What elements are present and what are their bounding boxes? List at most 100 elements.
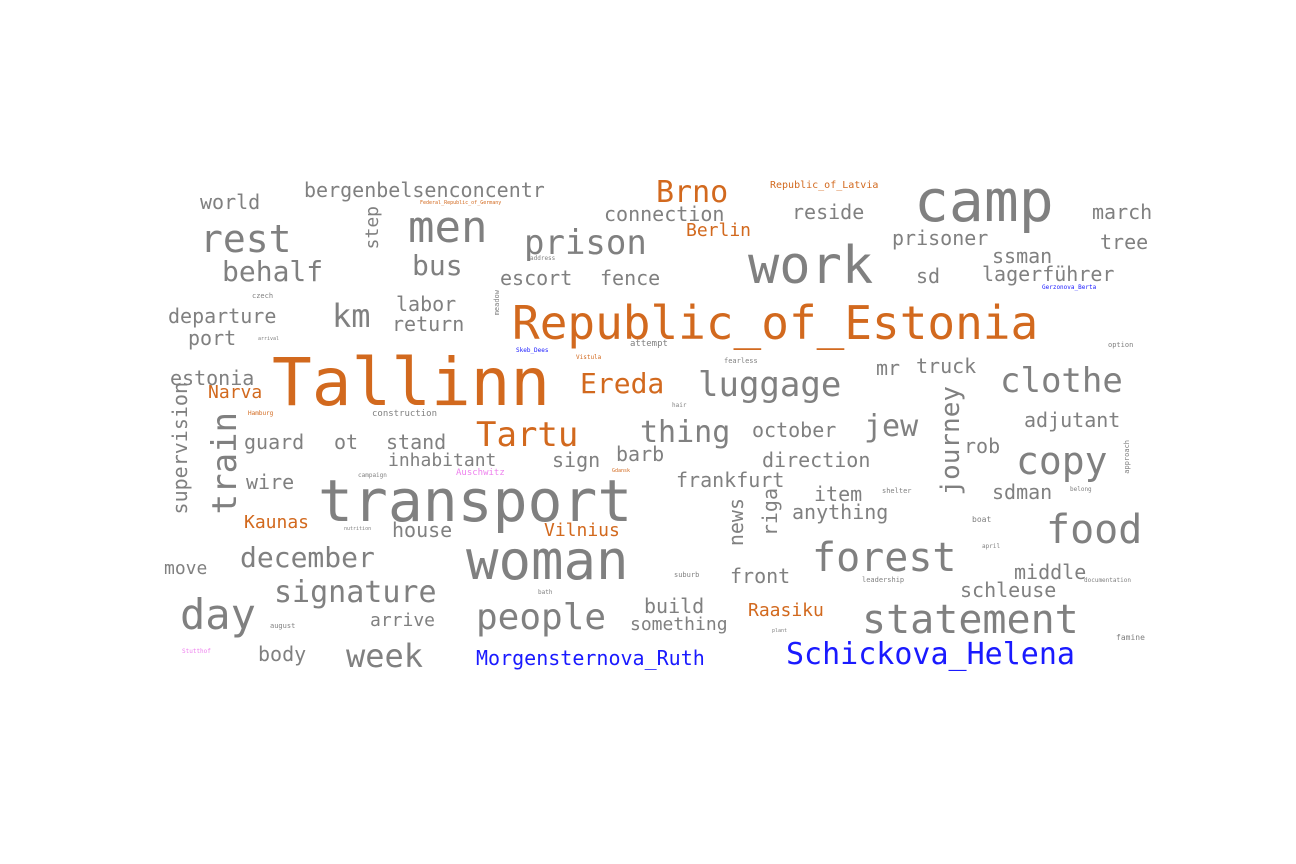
cloud-word: Schickova_Helena bbox=[786, 637, 1075, 672]
cloud-word: Auschwitz bbox=[456, 468, 505, 478]
cloud-word: copy bbox=[1016, 439, 1108, 483]
cloud-word: behalf bbox=[222, 255, 324, 288]
cloud-word: reside bbox=[792, 200, 865, 224]
cloud-word: adjutant bbox=[1024, 408, 1121, 432]
cloud-word: wire bbox=[246, 470, 295, 494]
cloud-word: men bbox=[408, 202, 488, 253]
cloud-word: campaign bbox=[358, 472, 387, 479]
cloud-word: april bbox=[982, 543, 1001, 550]
cloud-word: move bbox=[164, 558, 208, 579]
cloud-word: option bbox=[1108, 341, 1134, 349]
cloud-word: attempt bbox=[630, 339, 668, 349]
cloud-word: jew bbox=[864, 409, 919, 444]
cloud-word: item bbox=[814, 482, 863, 506]
cloud-word: Kaunas bbox=[244, 512, 310, 533]
cloud-word: lagerführer bbox=[982, 262, 1115, 286]
cloud-word: rest bbox=[200, 217, 292, 261]
cloud-word: bergenbelsenconcentr bbox=[304, 178, 545, 202]
cloud-word: nutrition bbox=[344, 526, 372, 532]
cloud-word: anything bbox=[792, 500, 889, 524]
cloud-word: address bbox=[530, 255, 556, 262]
cloud-word: people bbox=[476, 597, 607, 638]
cloud-word: direction bbox=[762, 448, 871, 472]
cloud-word: Stutthof bbox=[182, 648, 211, 655]
cloud-word: food bbox=[1046, 507, 1143, 553]
cloud-word: Skeb_Dees bbox=[516, 347, 549, 354]
cloud-word: Tallinn bbox=[272, 344, 551, 421]
cloud-word: rob bbox=[964, 434, 1001, 458]
cloud-word: Tartu bbox=[476, 415, 579, 455]
cloud-word: forest bbox=[812, 535, 957, 581]
cloud-word: house bbox=[392, 518, 453, 542]
cloud-word: Gerzonova_Berta bbox=[1042, 284, 1097, 291]
cloud-word: estonia bbox=[170, 366, 255, 390]
cloud-word: bus bbox=[412, 249, 463, 282]
cloud-word: km bbox=[332, 297, 371, 335]
cloud-word: construction bbox=[372, 409, 438, 419]
cloud-word: schleuse bbox=[960, 578, 1057, 602]
cloud-word: journey bbox=[936, 386, 966, 496]
cloud-word: signature bbox=[274, 575, 437, 610]
cloud-word: Morgensternova_Ruth bbox=[476, 646, 705, 670]
cloud-word: tree bbox=[1100, 230, 1149, 254]
cloud-word: ssman bbox=[992, 244, 1053, 268]
cloud-word: sign bbox=[552, 448, 601, 472]
cloud-word: documentation bbox=[1084, 577, 1131, 584]
cloud-word: stand bbox=[386, 430, 447, 454]
cloud-word: december bbox=[240, 541, 375, 574]
cloud-word: something bbox=[630, 614, 728, 635]
cloud-word: bath bbox=[538, 589, 553, 596]
cloud-word: labor bbox=[396, 292, 457, 316]
cloud-word: escort bbox=[500, 266, 573, 290]
cloud-word: Vilnius bbox=[544, 520, 620, 541]
cloud-word: Raasiku bbox=[748, 600, 824, 621]
cloud-word: work bbox=[748, 236, 874, 296]
cloud-word: arrive bbox=[370, 610, 436, 631]
cloud-word: front bbox=[730, 564, 791, 588]
cloud-word: approach bbox=[1123, 440, 1131, 474]
cloud-word: supervision bbox=[168, 382, 192, 515]
cloud-word: woman bbox=[466, 529, 629, 592]
cloud-word: shelter bbox=[882, 487, 912, 495]
cloud-word: ot bbox=[334, 430, 359, 454]
cloud-word: mr bbox=[876, 356, 901, 380]
cloud-word: day bbox=[180, 590, 256, 639]
cloud-word: train bbox=[205, 412, 245, 515]
cloud-word: step bbox=[362, 206, 383, 250]
cloud-word: meadow bbox=[493, 290, 501, 316]
cloud-word: august bbox=[270, 622, 296, 630]
cloud-word: sdman bbox=[992, 480, 1053, 504]
cloud-word: departure bbox=[168, 304, 277, 328]
cloud-word: hair bbox=[672, 402, 687, 409]
cloud-word: boat bbox=[972, 515, 992, 524]
cloud-word: czech bbox=[252, 292, 274, 300]
cloud-word: build bbox=[644, 594, 705, 618]
cloud-word: Republic_of_Estonia bbox=[512, 296, 1039, 350]
cloud-word: Vistula bbox=[576, 354, 602, 361]
cloud-word: Republic_of_Latvia bbox=[770, 180, 879, 191]
cloud-word: transport bbox=[318, 467, 633, 535]
cloud-word: march bbox=[1092, 200, 1153, 224]
cloud-word: sd bbox=[916, 264, 941, 288]
cloud-word: port bbox=[188, 326, 237, 350]
cloud-word: riga bbox=[758, 488, 782, 537]
cloud-word: thing bbox=[640, 415, 731, 450]
cloud-word: famine bbox=[1116, 633, 1145, 642]
cloud-word: week bbox=[346, 637, 424, 675]
cloud-word: fence bbox=[600, 266, 661, 290]
cloud-word: frankfurt bbox=[676, 468, 785, 492]
cloud-word: Federal_Republic_of_Germany bbox=[420, 200, 502, 206]
cloud-word: camp bbox=[914, 167, 1054, 235]
cloud-word: world bbox=[200, 190, 261, 214]
cloud-word: news bbox=[724, 498, 748, 547]
cloud-word: connection bbox=[604, 202, 725, 226]
cloud-word: barb bbox=[616, 442, 665, 466]
cloud-word: suburb bbox=[674, 571, 700, 579]
cloud-word: Narva bbox=[208, 382, 263, 403]
cloud-word: Ereda bbox=[580, 367, 665, 400]
cloud-word: Hamburg bbox=[248, 410, 274, 417]
cloud-word: arrival bbox=[258, 336, 280, 342]
cloud-word: belong bbox=[1070, 486, 1092, 493]
cloud-word: statement bbox=[862, 597, 1079, 643]
cloud-word: october bbox=[752, 418, 837, 442]
